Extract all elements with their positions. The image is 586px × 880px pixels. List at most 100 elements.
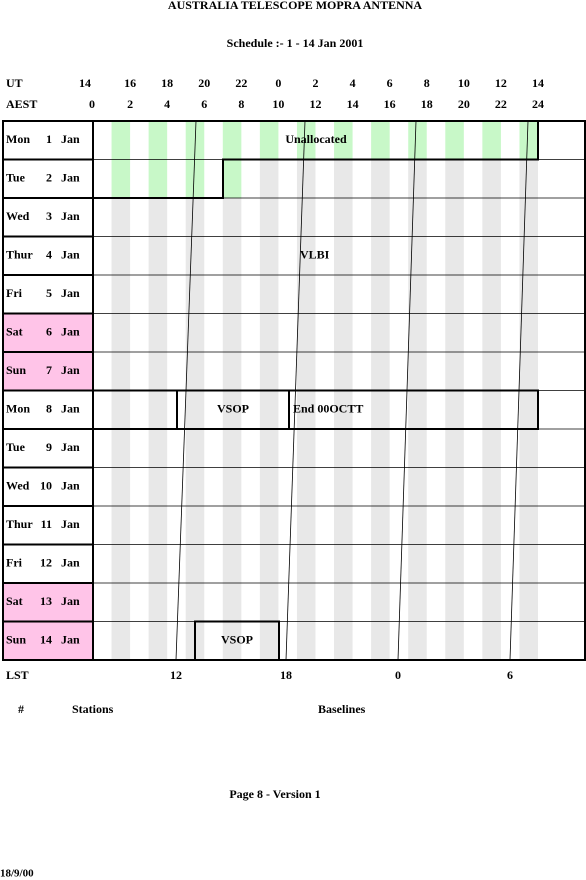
hour-stripe (445, 544, 464, 583)
hour-stripe (334, 275, 353, 314)
hour-stripe (259, 159, 279, 198)
ut-label: UT (6, 76, 23, 90)
hour-stripe (296, 159, 316, 198)
hour-stripe (222, 583, 242, 622)
day-cell (2, 197, 94, 238)
hour-stripe (296, 429, 316, 468)
day-month: Jan (61, 594, 80, 608)
hour-stripe (519, 544, 538, 583)
hour-stripe (334, 544, 353, 583)
hour-stripe (296, 121, 316, 160)
column-header: # (18, 702, 24, 716)
block-label: End 00OCTT (293, 402, 363, 416)
hour-stripe (185, 467, 205, 506)
hour-stripe (148, 429, 168, 468)
hour-stripe (445, 506, 464, 545)
hour-stripe (222, 429, 242, 468)
aest-tick: 24 (532, 97, 544, 111)
hour-stripe (222, 544, 242, 583)
hour-stripe (111, 583, 131, 622)
day-date: 2 (46, 171, 52, 185)
hour-stripe (482, 236, 501, 275)
aest-tick: 22 (495, 97, 507, 111)
hour-stripe (259, 275, 279, 314)
hour-stripe (482, 198, 501, 237)
hour-stripe (482, 121, 501, 160)
ut-tick: 18 (161, 76, 173, 90)
hour-stripe (334, 621, 353, 660)
hour-stripe (408, 429, 427, 468)
hour-stripe (408, 544, 427, 583)
ut-tick: 16 (124, 76, 136, 90)
hour-stripe (185, 429, 205, 468)
ut-tick: 8 (424, 76, 430, 90)
hour-stripe (408, 275, 427, 314)
hour-stripe (519, 198, 538, 237)
hour-stripe (482, 159, 501, 198)
ut-tick: 22 (235, 76, 247, 90)
hour-stripe (222, 159, 242, 198)
hour-stripe (482, 506, 501, 545)
day-month: Jan (61, 440, 80, 454)
day-month: Jan (61, 286, 80, 300)
hour-stripe (334, 583, 353, 622)
hour-stripe (371, 467, 390, 506)
hour-stripe (371, 198, 390, 237)
hour-stripe (334, 198, 353, 237)
hour-stripe (371, 621, 390, 660)
hour-stripe (222, 236, 242, 275)
hour-stripe (222, 467, 242, 506)
hour-stripe (296, 390, 316, 429)
aest-tick: 0 (89, 97, 95, 111)
aest-label: AEST (6, 97, 37, 111)
ut-tick: 6 (387, 76, 393, 90)
day-date: 6 (46, 325, 52, 339)
hour-stripe (148, 275, 168, 314)
hour-stripe (185, 583, 205, 622)
hour-stripe (445, 198, 464, 237)
hour-stripe (445, 467, 464, 506)
hour-stripe (482, 352, 501, 391)
day-month: Jan (61, 479, 80, 493)
hour-stripe (296, 544, 316, 583)
lst-tick: 6 (507, 668, 513, 682)
hour-stripe (259, 544, 279, 583)
hour-stripe (148, 583, 168, 622)
day-date: 4 (46, 248, 52, 262)
hour-stripe (519, 467, 538, 506)
hour-stripe (111, 313, 131, 352)
aest-tick: 10 (272, 97, 284, 111)
hour-stripe (111, 621, 131, 660)
ut-tick: 10 (458, 76, 470, 90)
day-name: Tue (6, 171, 26, 185)
hour-stripe (445, 275, 464, 314)
hour-stripe (519, 159, 538, 198)
day-date: 3 (46, 209, 52, 223)
day-month: Jan (61, 132, 80, 146)
hour-stripe (185, 390, 205, 429)
hour-stripe (408, 121, 427, 160)
hour-stripe (222, 198, 242, 237)
hour-stripe (222, 506, 242, 545)
hour-stripe (185, 236, 205, 275)
hour-stripe (222, 352, 242, 391)
ut-tick: 0 (275, 76, 281, 90)
hour-stripe (371, 544, 390, 583)
hour-stripe (259, 621, 279, 660)
hour-stripe (334, 236, 353, 275)
day-name: Mon (6, 132, 30, 146)
day-month: Jan (61, 325, 80, 339)
hour-stripe (259, 352, 279, 391)
hour-stripe (371, 429, 390, 468)
day-name: Mon (6, 402, 30, 416)
block-label: VSOP (217, 402, 249, 416)
hour-stripe (519, 506, 538, 545)
hour-stripe (259, 390, 279, 429)
lst-label: LST (6, 668, 29, 682)
aest-tick: 20 (458, 97, 470, 111)
day-month: Jan (61, 556, 80, 570)
block-label: VLBI (300, 248, 330, 262)
hour-stripe (408, 236, 427, 275)
hour-stripe (222, 313, 242, 352)
lst-tick: 18 (280, 668, 292, 682)
